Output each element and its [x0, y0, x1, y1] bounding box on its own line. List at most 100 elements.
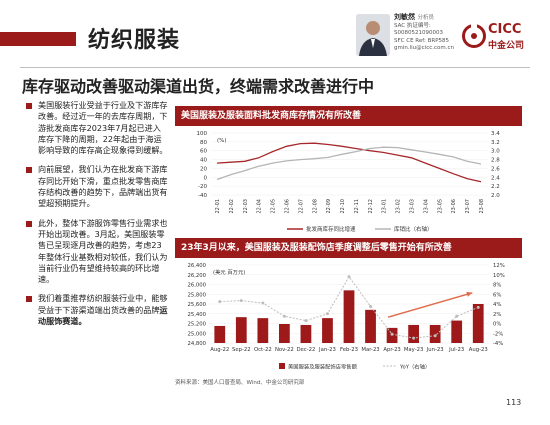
y-right-tick-label: 2.6 [491, 166, 500, 172]
bar [214, 325, 226, 343]
chart1-title: 美国服装及服装面料批发商库存情况有所改善 [175, 106, 522, 126]
y-left-tick-label: -20 [198, 184, 207, 190]
x-tick-label: 23-03 [410, 199, 416, 214]
y-left-tick-label: 0 [204, 175, 208, 181]
series-point [325, 312, 329, 316]
series-line [216, 142, 482, 183]
section-title: 纺织服装 [88, 28, 181, 53]
series-point [390, 332, 394, 336]
y-left-tick-label: 80 [200, 140, 207, 146]
x-tick-label: 23-05 [437, 199, 443, 214]
bullet-item: 美国服装行业受益于行业及下游库存改善。经过近一年的去库存周期，下游批发商库存20… [26, 100, 168, 156]
y-left-tick-label: 24,800 [187, 341, 206, 347]
x-tick-label: 22-12 [368, 199, 374, 214]
y-left-tick-label: 25,400 [187, 312, 206, 318]
trend-arrow-head [466, 291, 473, 297]
logo-text: CICC [488, 22, 522, 37]
y-right-tick-label: 8% [493, 283, 501, 289]
x-tick-label: Sep-22 [232, 347, 251, 353]
bullet-item: 我们着重推荐纺织服装行业中，能够受益于下游渠道端出货改善的品牌运动服饰赛道。 [26, 293, 168, 327]
series-point [433, 334, 437, 338]
x-tick-label: Jan-23 [318, 347, 336, 353]
source-note: 资料来源：美国人口普查局、Wind、中金公司研究部 [175, 380, 305, 386]
series-point [282, 314, 286, 318]
series-point [239, 299, 243, 303]
cicc-logo-icon [462, 24, 486, 48]
y-left-tick-label: 25,600 [187, 302, 206, 308]
y-right-tick-label: 2.2 [491, 184, 500, 190]
y-right-tick-label: 2% [493, 312, 501, 318]
bar [322, 318, 333, 343]
y-right-tick-label: 2.8 [491, 158, 500, 164]
header-bar: 纺织服装 刘敏然 分析员 SAC 执证编号: S0080521090003 SF… [0, 0, 550, 68]
y-left-tick-label: -40 [198, 193, 207, 199]
y-right-tick-label: 12% [493, 263, 505, 269]
header-divider [20, 67, 530, 68]
x-tick-label: Feb-23 [340, 347, 358, 353]
x-tick-label: 22-04 [257, 199, 263, 214]
y-left-tick-label: 25,000 [187, 331, 206, 337]
y-right-tick-label: 4% [493, 302, 501, 308]
bar [235, 317, 247, 343]
y-left-tick-label: 100 [197, 131, 208, 137]
series-point [455, 314, 459, 318]
series-point [476, 305, 480, 309]
cicc-logo: CICC 中金公司 [462, 20, 542, 56]
analyst-line: SFC CE Ref: BRP585 [394, 37, 450, 44]
x-tick-label: Jun-23 [426, 347, 444, 353]
analyst-email: gmin.liu@cicc.com.cn [394, 45, 455, 51]
series-line [216, 146, 482, 181]
page-number: 113 [506, 398, 522, 407]
y-right-tick-label: 3.4 [491, 131, 500, 137]
bar [451, 320, 463, 343]
x-tick-label: 22-01 [215, 199, 221, 214]
x-tick-label: Aug-22 [210, 347, 229, 353]
x-tick-label: 22-11 [354, 199, 360, 214]
bullet-text: 向前展望，我们认为在批发商下游库存同比开始下滑，重点批发零售商库存结构改善的趋势… [38, 164, 168, 209]
analyst-role: 分析员 [417, 15, 434, 21]
legend-label: YoY（右轴） [399, 363, 430, 371]
x-tick-label: 23-04 [423, 199, 429, 214]
x-tick-label: Nov-22 [275, 347, 294, 353]
series-point [412, 336, 416, 340]
bullet-bold-text: 运动服饰赛道。 [38, 304, 168, 327]
unit-label: (美元 百万元) [213, 268, 245, 276]
x-tick-label: 22-07 [298, 199, 304, 214]
analyst-line: SAC 执证编号: S0080521090003 [394, 22, 443, 37]
x-tick-label: 22-10 [340, 199, 346, 214]
bar [343, 290, 355, 343]
x-tick-label: 22-02 [229, 199, 235, 214]
unit-label: (%) [217, 138, 227, 144]
series-point [369, 304, 373, 308]
y-left-tick-label: 26,200 [187, 273, 206, 279]
chart2-title: 23年3月以来，美国服装及服装配饰店季度调整后零售开始有所改善 [175, 238, 522, 258]
bar [279, 323, 290, 343]
x-tick-label: 22-08 [312, 199, 318, 214]
legend-label: 美国服装及服装配饰店零售额 [288, 363, 358, 371]
x-tick-label: 22-05 [271, 199, 277, 214]
y-left-tick-label: 60 [200, 149, 207, 155]
y-right-tick-label: 0% [493, 322, 501, 328]
bullet-text: 我们着重推荐纺织服装行业中，能够受益于下游渠道端出货改善的品牌 [38, 293, 168, 315]
section-accent-bar [0, 32, 76, 46]
bar [300, 324, 312, 343]
x-tick-label: 23-08 [479, 199, 485, 214]
y-right-tick-label: 2.4 [491, 175, 500, 181]
y-left-tick-label: 25,800 [187, 292, 206, 298]
y-right-tick-label: 3.0 [491, 149, 500, 155]
bullet-item: 向前展望，我们认为在批发商下游库存同比开始下滑，重点批发零售商库存结构改善的趋势… [26, 164, 168, 209]
trend-arrow [387, 292, 473, 318]
x-tick-label: Oct-22 [254, 347, 272, 353]
bar [429, 324, 441, 343]
chart1-line: 100 80 60 40 20 0 -20 -40 3.4 3.2 3.0 2.8 2.6 2.4 2.2 2… [197, 131, 501, 233]
x-tick-label: Apr-23 [383, 347, 400, 353]
analyst-card: 刘敏然 分析员 SAC 执证编号: S0080521090003 SFC CE … [356, 13, 458, 60]
legend-label: 库销比（右轴） [394, 225, 433, 233]
x-tick-label: Dec-22 [296, 347, 315, 353]
y-right-tick-label: 3.2 [491, 140, 500, 146]
x-tick-label: 23-01 [382, 199, 388, 214]
series-point [304, 319, 308, 323]
x-tick-label: 23-06 [451, 199, 457, 214]
y-left-tick-label: 25,200 [187, 322, 206, 328]
y-right-tick-label: -2% [493, 331, 503, 337]
